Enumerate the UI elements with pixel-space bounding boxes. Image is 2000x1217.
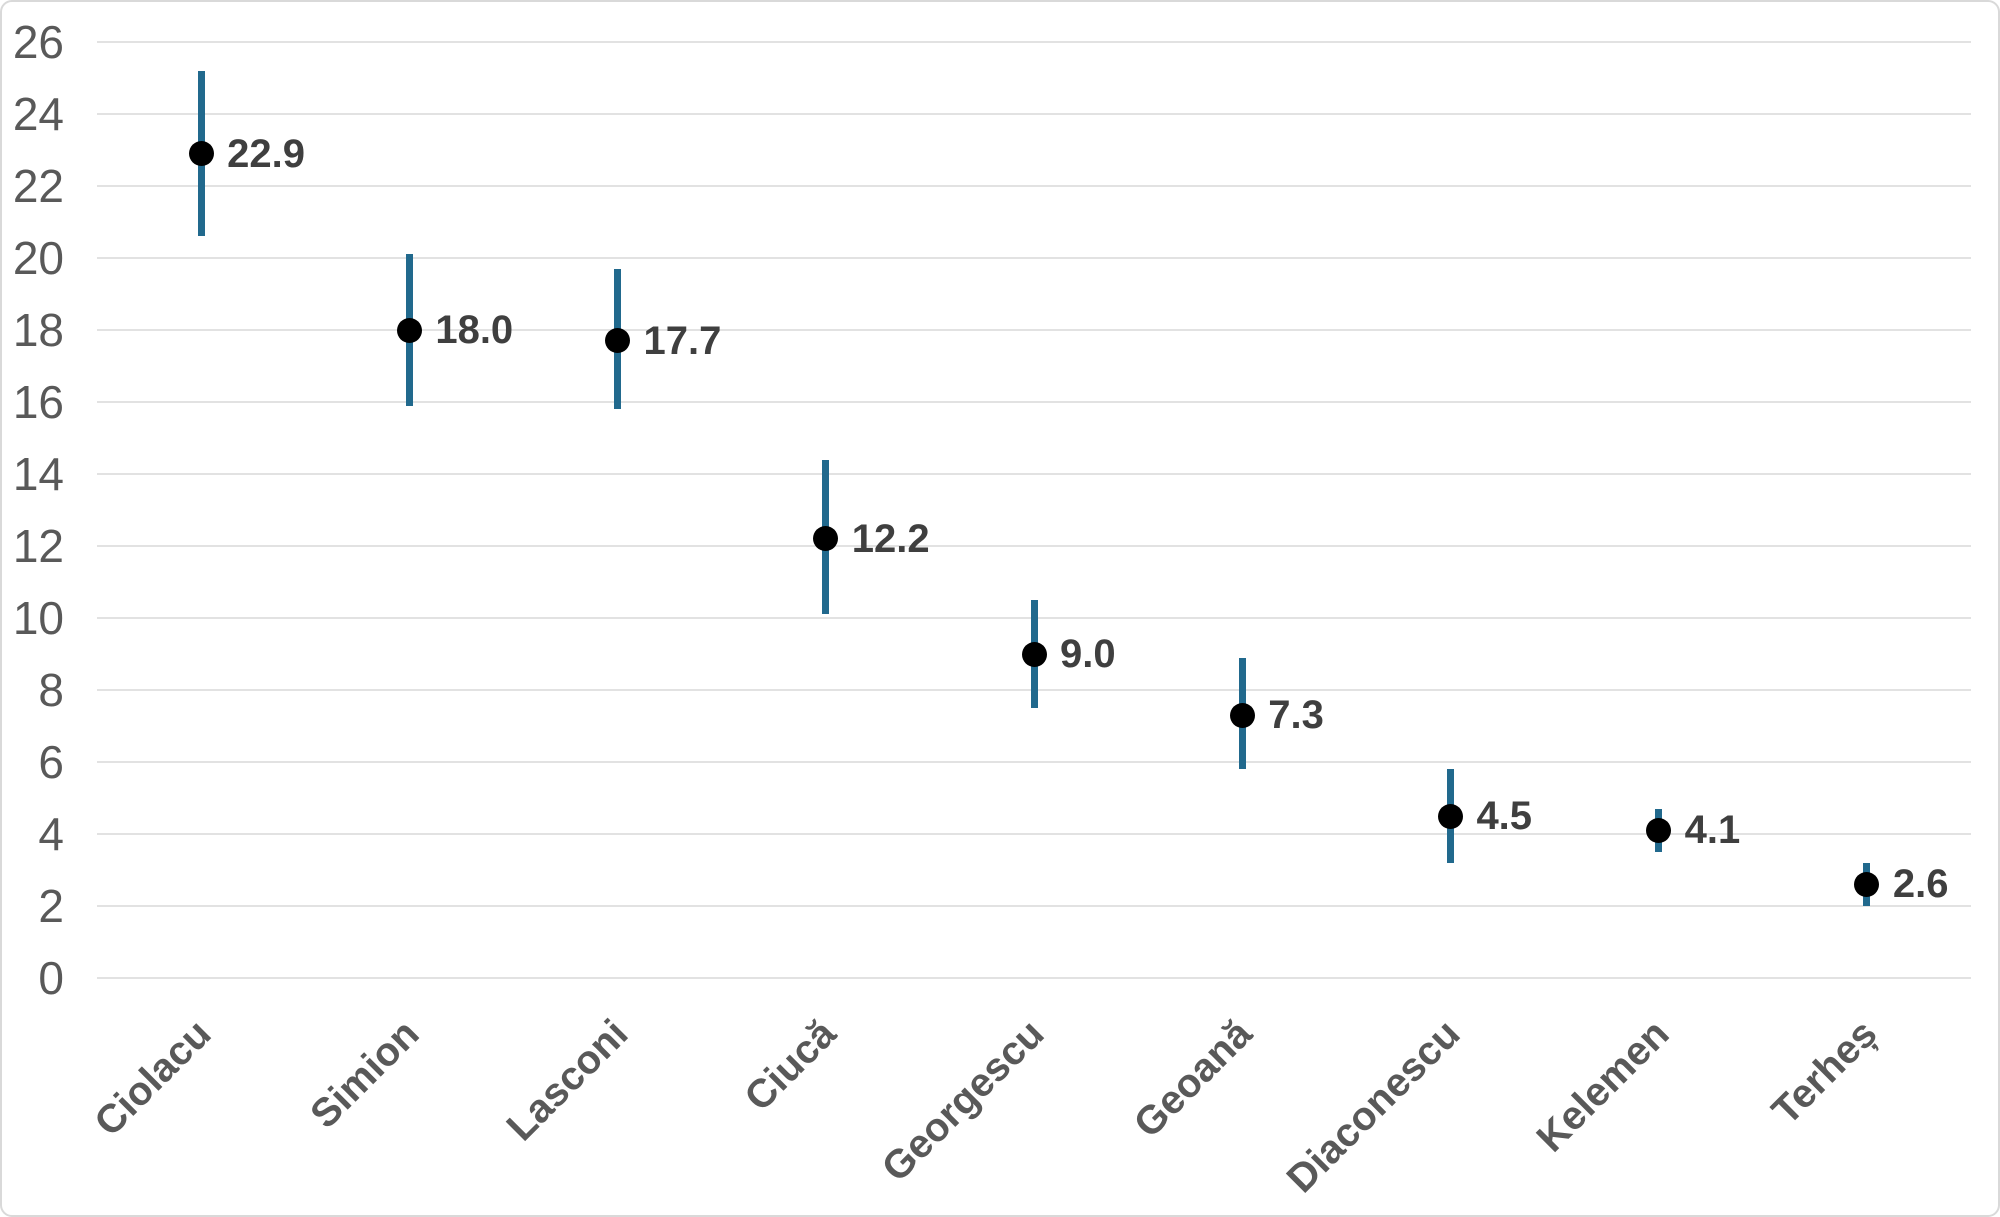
y-axis-tick-label: 2	[38, 880, 64, 932]
data-label: 4.5	[1476, 794, 1533, 838]
y-axis-tick-label: 6	[38, 736, 64, 788]
data-point-marker	[1229, 702, 1255, 728]
gridline	[97, 185, 1971, 187]
data-label: 17.7	[643, 318, 722, 363]
data-label: 4.1	[1684, 808, 1741, 853]
gridline	[97, 329, 1971, 331]
y-axis-tick-label: 12	[12, 520, 64, 572]
y-axis-tick-label: 18	[12, 304, 64, 356]
y-axis-tick-label: 20	[12, 232, 64, 284]
gridline	[97, 41, 1971, 43]
y-axis-tick-label: 26	[12, 16, 64, 68]
data-point-marker	[1021, 641, 1047, 667]
y-axis-tick-label: 16	[12, 376, 64, 428]
gridline	[97, 761, 1971, 763]
gridline	[97, 401, 1971, 403]
y-axis-tick-label: 22	[12, 160, 64, 212]
data-label: 12.2	[851, 516, 930, 561]
y-axis-tick-label: 14	[12, 448, 64, 500]
y-axis-tick-label: 0	[38, 952, 64, 1004]
x-axis-category-label: Ciolacu	[86, 1011, 220, 1145]
gridline	[97, 473, 1971, 475]
data-point-marker	[1437, 803, 1463, 829]
data-label: 18.0	[435, 308, 514, 352]
gridline	[97, 545, 1971, 547]
data-label: 9.0	[1060, 632, 1116, 676]
y-axis-tick-label: 4	[38, 808, 64, 860]
y-axis-tick-label: 8	[38, 664, 64, 716]
data-point-marker	[396, 317, 422, 343]
data-label: 7.3	[1268, 693, 1324, 738]
data-point-marker	[188, 141, 214, 167]
data-point-marker	[1854, 871, 1880, 897]
y-axis-tick-label: 10	[12, 592, 64, 644]
gridline	[97, 833, 1971, 835]
gridline	[97, 113, 1971, 115]
gridline	[97, 905, 1971, 907]
gridline	[97, 257, 1971, 259]
data-label: 2.6	[1892, 862, 1949, 907]
y-axis-tick-label: 24	[12, 88, 64, 140]
data-label: 22.9	[227, 131, 305, 176]
data-point-marker	[1646, 817, 1672, 843]
data-point-marker	[813, 526, 839, 552]
data-point-marker	[605, 328, 631, 354]
gridline	[97, 977, 1971, 979]
